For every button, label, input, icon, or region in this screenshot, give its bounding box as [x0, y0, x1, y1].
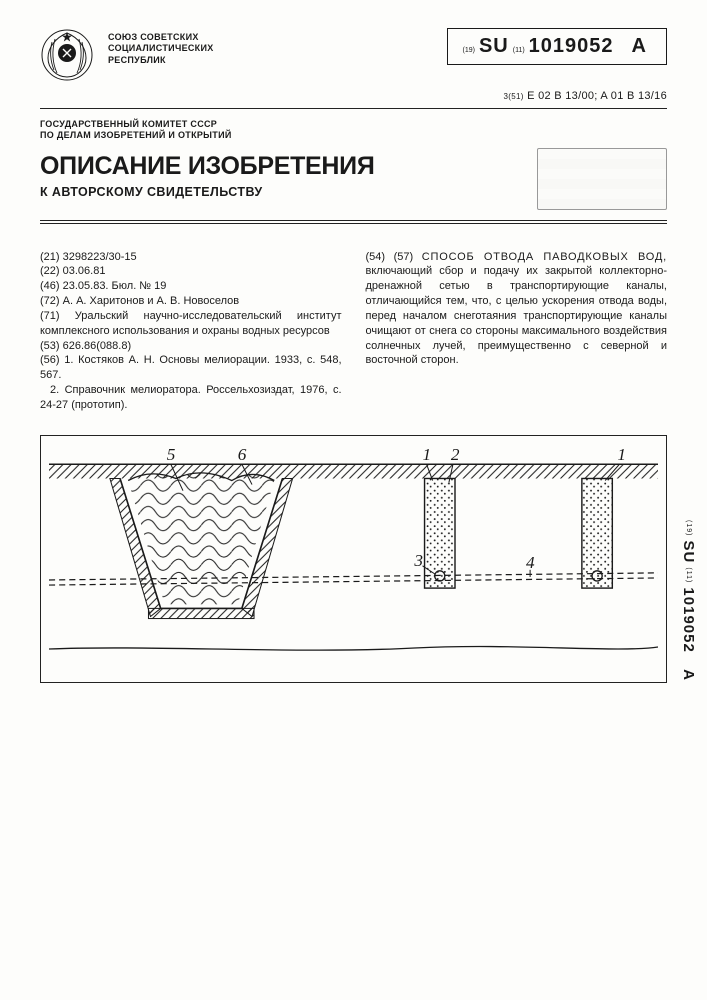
side-11: (11)	[685, 567, 692, 583]
svg-text:5: 5	[167, 446, 176, 464]
field-46: (46) 23.05.83. Бюл. № 19	[40, 279, 342, 294]
union-name: СОЮЗ СОВЕТСКИХ СОЦИАЛИСТИЧЕСКИХ РЕСПУБЛИ…	[108, 28, 214, 66]
committee-line: ПО ДЕЛАМ ИЗОБРЕТЕНИЙ И ОТКРЫТИЙ	[40, 130, 667, 141]
title-row: ОПИСАНИЕ ИЗОБРЕТЕНИЯ К АВТОРСКОМУ СВИДЕТ…	[40, 152, 667, 210]
field-71: (71) Уральский научно-исследовательский …	[40, 309, 342, 339]
abstract-body: включающий сбор и подачу их закрытой кол…	[366, 265, 668, 366]
drainage-diagram: 5 6 1 2 1 3 4	[49, 446, 658, 669]
document-subtitle: К АВТОРСКОМУ СВИДЕТЕЛЬСТВУ	[40, 185, 523, 199]
field-56a: (56) 1. Костяков А. Н. Основы мелиорации…	[40, 353, 342, 383]
code-19: (19)	[462, 47, 474, 54]
publication-number-box: (19) SU (11) 1019052 A	[447, 28, 667, 65]
field-21: (21) 3298223/30-15	[40, 250, 342, 265]
abstract: (54) (57) СПОСОБ ОТВОДА ПАВОДКОВЫХ ВОД, …	[366, 250, 668, 369]
document-title: ОПИСАНИЕ ИЗОБРЕТЕНИЯ	[40, 152, 523, 181]
publication-number: 1019052	[529, 35, 614, 58]
kind-code: A	[632, 35, 646, 58]
code-11: (11)	[513, 47, 525, 54]
patent-page: СОЮЗ СОВЕТСКИХ СОЦИАЛИСТИЧЕСКИХ РЕСПУБЛИ…	[0, 0, 707, 1000]
field-72: (72) А. А. Харитонов и А. В. Новоселов	[40, 294, 342, 309]
abstract-code: (54) (57)	[366, 251, 422, 263]
committee-name: ГОСУДАРСТВЕННЫЙ КОМИТЕТ СССР ПО ДЕЛАМ ИЗ…	[40, 119, 667, 142]
side-publication-label: (19) SU (11) 1019052 A	[680, 520, 697, 681]
field-53: (53) 626.86(088.8)	[40, 339, 342, 354]
svg-text:3: 3	[413, 551, 423, 570]
divider	[40, 220, 667, 221]
side-su: SU	[680, 541, 697, 564]
union-line: СОЮЗ СОВЕТСКИХ	[108, 32, 214, 43]
ussr-emblem-icon	[40, 28, 94, 82]
figure-1: 5 6 1 2 1 3 4	[40, 435, 667, 683]
field-22: (22) 03.06.81	[40, 264, 342, 279]
svg-text:1: 1	[617, 446, 626, 464]
svg-text:1: 1	[423, 446, 432, 464]
header: СОЮЗ СОВЕТСКИХ СОЦИАЛИСТИЧЕСКИХ РЕСПУБЛИ…	[40, 28, 667, 82]
union-line: РЕСПУБЛИК	[108, 55, 214, 66]
stamp-placeholder	[537, 148, 667, 210]
side-kind: A	[680, 669, 697, 681]
divider	[40, 108, 667, 109]
field-56b: 2. Справочник мелиоратора. Россельхозизд…	[40, 383, 342, 413]
ipc-classification: 3(51) E 02 B 13/00; A 01 B 13/16	[40, 90, 667, 102]
side-number: 1019052	[680, 587, 697, 652]
svg-text:6: 6	[238, 446, 247, 464]
union-line: СОЦИАЛИСТИЧЕСКИХ	[108, 43, 214, 54]
ipc-codes: E 02 B 13/00; A 01 B 13/16	[527, 90, 667, 102]
side-19: (19)	[685, 520, 692, 536]
divider	[40, 223, 667, 224]
right-column: (54) (57) СПОСОБ ОТВОДА ПАВОДКОВЫХ ВОД, …	[366, 250, 668, 413]
committee-line: ГОСУДАРСТВЕННЫЙ КОМИТЕТ СССР	[40, 119, 667, 130]
left-column: (21) 3298223/30-15 (22) 03.06.81 (46) 23…	[40, 250, 342, 413]
country-code: SU	[479, 35, 509, 58]
code-51: 3(51)	[504, 92, 524, 101]
svg-text:4: 4	[526, 553, 535, 572]
invention-title: СПОСОБ ОТВОДА ПАВОДКОВЫХ ВОД,	[422, 251, 667, 263]
bibliographic-columns: (21) 3298223/30-15 (22) 03.06.81 (46) 23…	[40, 250, 667, 413]
svg-text:2: 2	[451, 446, 460, 464]
